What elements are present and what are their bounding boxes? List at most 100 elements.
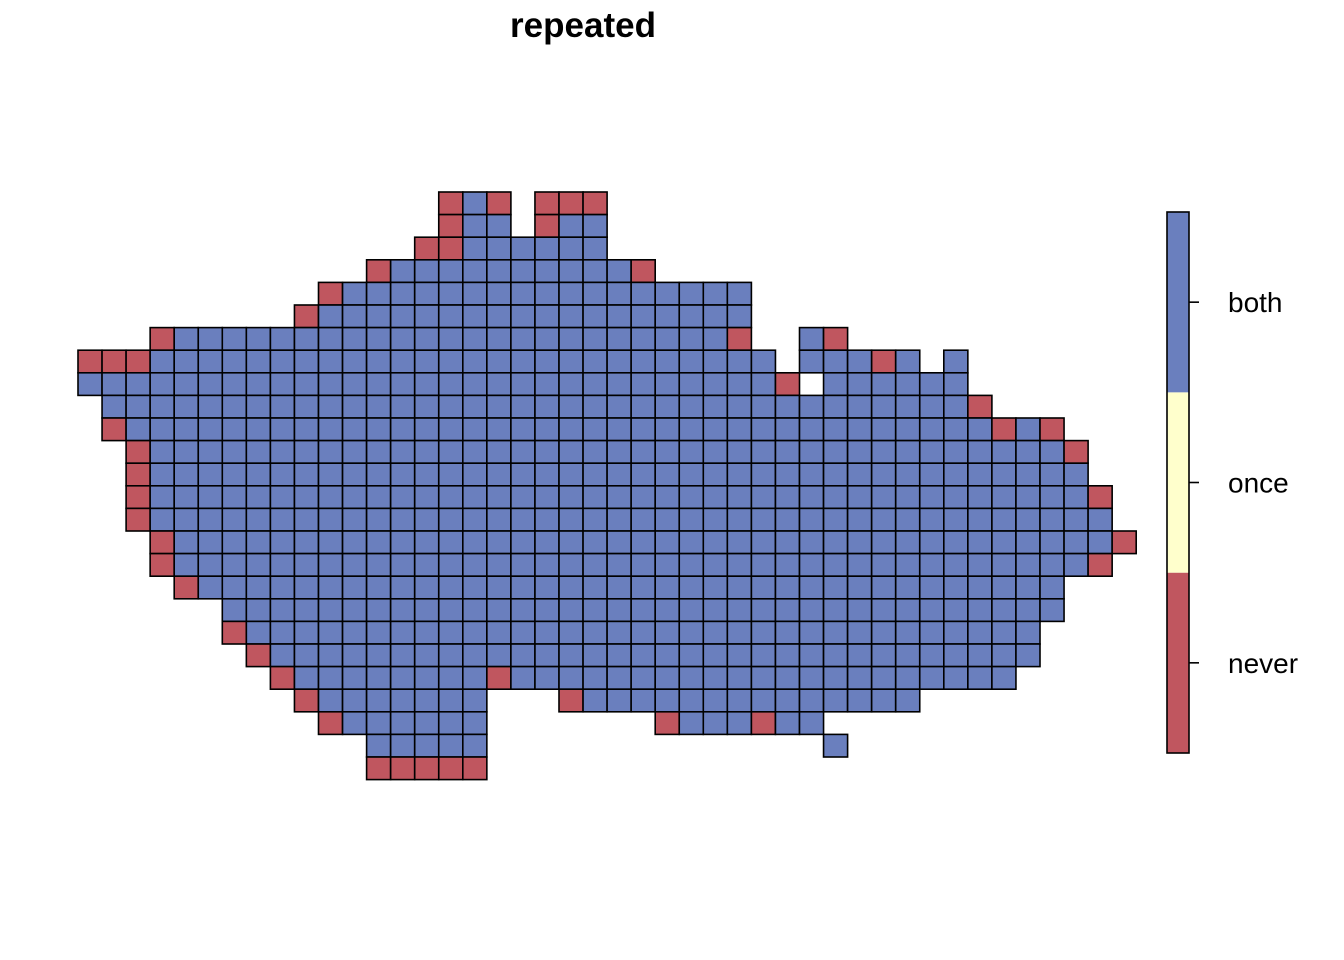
cell-16-35 (918, 552, 945, 577)
cell-11-17 (486, 439, 512, 465)
cell-3-17 (486, 258, 512, 284)
cell-15-15 (437, 530, 464, 555)
cell-12-37 (967, 462, 993, 487)
cell-19-38 (991, 620, 1017, 645)
cell-6-13 (389, 326, 416, 352)
cell-8-21 (582, 371, 608, 397)
cell-16-33 (870, 552, 897, 577)
cell-5-26 (702, 304, 729, 329)
cell-12-21 (582, 462, 608, 487)
legend-swatch-both (1167, 212, 1189, 393)
cell-19-23 (630, 620, 657, 645)
cell-4-18 (510, 281, 536, 306)
cell-16-26 (702, 552, 729, 577)
cell-17-20 (558, 575, 584, 600)
cell-23-14 (413, 710, 440, 736)
cell-20-7 (245, 643, 272, 668)
cell-20-14 (413, 643, 440, 668)
cell-15-13 (389, 530, 416, 555)
cell-15-14 (413, 530, 440, 555)
cell-20-10 (317, 643, 344, 668)
cell-16-8 (269, 552, 296, 577)
cell-11-41 (1063, 439, 1089, 465)
cell-13-16 (461, 484, 488, 510)
cell-21-19 (534, 665, 560, 690)
cell-18-30 (798, 597, 825, 623)
cell-11-14 (413, 439, 440, 465)
cell-11-19 (534, 439, 560, 465)
cell-22-21 (582, 688, 608, 713)
cell-2-19 (534, 236, 560, 261)
cell-14-8 (269, 507, 296, 532)
cell-21-37 (967, 665, 993, 690)
cell-7-0 (77, 349, 103, 374)
cell-7-14 (413, 349, 440, 374)
cell-18-8 (269, 597, 296, 623)
cell-16-9 (293, 552, 320, 577)
cell-15-17 (486, 530, 512, 555)
cell-20-34 (894, 643, 921, 668)
cell-8-17 (486, 371, 512, 397)
cell-20-27 (726, 643, 753, 668)
cell-21-38 (991, 665, 1017, 690)
cell-8-14 (413, 371, 440, 397)
cell-6-4 (173, 326, 200, 352)
cell-21-36 (942, 665, 969, 690)
cell-7-21 (582, 349, 608, 374)
cell-14-14 (413, 507, 440, 532)
cell-18-23 (630, 597, 657, 623)
cell-0-17 (486, 191, 512, 216)
cell-15-39 (1015, 530, 1041, 555)
cell-13-34 (894, 484, 921, 510)
cell-10-4 (173, 417, 200, 442)
cell-9-12 (365, 394, 392, 419)
cell-5-24 (654, 304, 681, 329)
cell-21-13 (389, 665, 416, 690)
cell-19-15 (437, 620, 464, 645)
cell-10-22 (606, 417, 632, 442)
cell-17-40 (1039, 575, 1065, 600)
cell-9-28 (750, 394, 777, 419)
cell-14-23 (630, 507, 657, 532)
cell-9-10 (317, 394, 344, 419)
cell-10-34 (894, 417, 921, 442)
cell-11-25 (678, 439, 705, 465)
cell-11-5 (197, 439, 224, 465)
cell-22-9 (293, 688, 320, 713)
cell-6-3 (149, 326, 175, 352)
cell-24-14 (413, 733, 440, 758)
cell-24-15 (437, 733, 464, 758)
cell-0-20 (558, 191, 584, 216)
cell-10-32 (846, 417, 873, 442)
cell-3-19 (534, 258, 560, 284)
cell-4-12 (365, 281, 392, 306)
cell-9-19 (534, 394, 560, 419)
cell-3-20 (558, 258, 584, 284)
cell-16-19 (534, 552, 560, 577)
cell-20-38 (991, 643, 1017, 668)
cell-19-13 (389, 620, 416, 645)
cell-7-12 (365, 349, 392, 374)
legend-swatch-never (1167, 572, 1189, 753)
cell-10-15 (437, 417, 464, 442)
cell-4-24 (654, 281, 681, 306)
cell-10-17 (486, 417, 512, 442)
cell-6-23 (630, 326, 657, 352)
cell-5-11 (341, 304, 368, 329)
cell-17-10 (317, 575, 344, 600)
cell-9-13 (389, 394, 416, 419)
cell-18-29 (774, 597, 801, 623)
cell-14-27 (726, 507, 753, 532)
cell-18-38 (991, 597, 1017, 623)
cell-6-16 (461, 326, 488, 352)
cell-14-39 (1015, 507, 1041, 532)
cell-12-9 (293, 462, 320, 487)
cell-21-26 (702, 665, 729, 690)
cell-14-30 (798, 507, 825, 532)
cell-8-22 (606, 371, 632, 397)
cell-12-14 (413, 462, 440, 487)
cell-6-24 (654, 326, 681, 352)
cell-5-17 (486, 304, 512, 329)
cell-6-6 (221, 326, 248, 352)
cell-14-40 (1039, 507, 1065, 532)
